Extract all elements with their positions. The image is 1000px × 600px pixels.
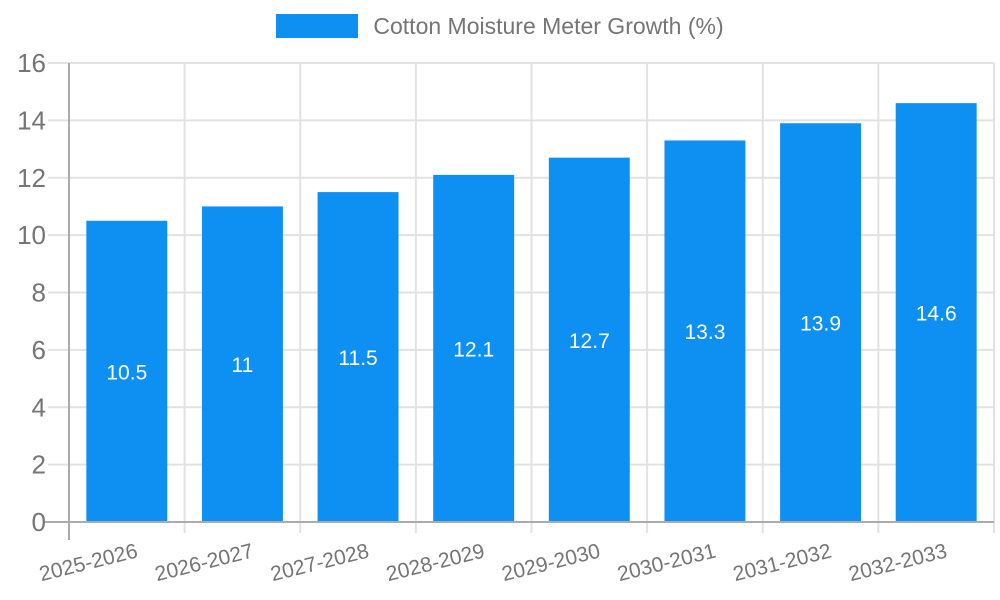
bar-value-label: 12.7: [569, 330, 610, 353]
x-tick-label: 2026-2027: [153, 540, 256, 587]
bar: [548, 157, 630, 522]
legend-label[interactable]: Cotton Moisture Meter Growth (%): [373, 13, 724, 39]
y-tick-label: 16: [17, 48, 46, 78]
bar: [664, 140, 746, 523]
x-tick-label: 2025-2026: [37, 540, 140, 587]
x-tick-label: 2031-2032: [731, 540, 834, 587]
y-tick-label: 8: [32, 278, 46, 308]
y-tick-label: 14: [17, 105, 46, 135]
x-tick-label: 2029-2030: [500, 540, 603, 587]
bar: [780, 123, 862, 523]
bar-value-label: 13.3: [685, 321, 726, 344]
x-tick-label: 2027-2028: [268, 540, 371, 587]
bar-value-label: 11: [232, 354, 254, 377]
y-tick-label: 6: [32, 335, 46, 365]
bar: [86, 220, 168, 522]
y-tick-label: 12: [17, 163, 46, 193]
bar-value-label: 10.5: [106, 361, 147, 384]
x-tick-label: 2030-2031: [615, 540, 718, 587]
legend-item[interactable]: Cotton Moisture Meter Growth (%): [0, 14, 1000, 38]
x-tick-label: 2028-2029: [384, 540, 487, 587]
bar-value-label: 12.1: [453, 338, 494, 361]
bar: [201, 206, 283, 522]
bar: [895, 103, 977, 522]
y-tick-label: 2: [32, 450, 46, 480]
y-tick-label: 4: [32, 392, 46, 422]
legend-swatch[interactable]: [276, 14, 359, 38]
bar-value-label: 13.9: [800, 313, 841, 336]
x-tick-label: 2032-2033: [846, 540, 949, 587]
bar-value-label: 14.6: [916, 303, 957, 326]
y-tick-label: 10: [17, 220, 46, 250]
y-tick-label: 0: [32, 507, 46, 537]
bar: [433, 174, 515, 522]
bar-value-label: 11.5: [338, 347, 377, 370]
bar: [317, 192, 399, 522]
